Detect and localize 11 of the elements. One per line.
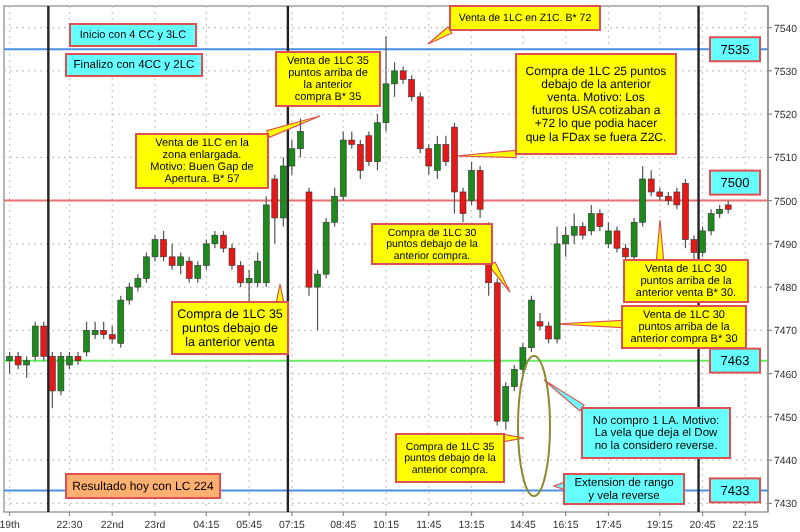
candlestick <box>168 243 176 271</box>
candlestick <box>57 351 65 396</box>
candlestick <box>476 165 484 219</box>
candlestick <box>365 130 373 167</box>
candlestick <box>596 208 604 232</box>
candlestick <box>31 321 39 362</box>
candlestick <box>74 351 82 366</box>
candlestick <box>570 212 578 245</box>
candlestick <box>613 225 621 254</box>
candlestick <box>245 269 253 306</box>
candlestick <box>185 256 193 284</box>
